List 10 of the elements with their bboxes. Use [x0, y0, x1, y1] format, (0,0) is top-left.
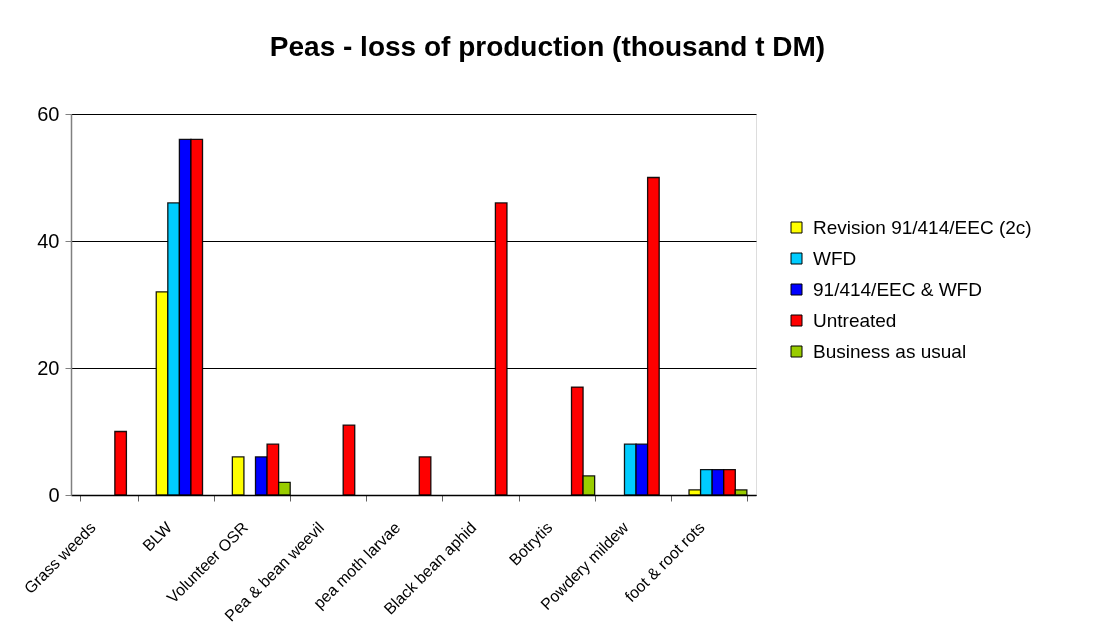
- legend-label: Revision 91/414/EEC (2c): [813, 216, 1032, 238]
- y-tick-label: 0: [48, 483, 60, 506]
- chart-title: Peas - loss of production (thousand t DM): [269, 31, 826, 62]
- y-tick-label: 60: [37, 102, 60, 125]
- legend-label: Business as usual: [813, 340, 967, 362]
- legend-label: WFD: [813, 247, 857, 269]
- y-tick-label: 40: [37, 229, 60, 252]
- legend-label: Untreated: [813, 309, 897, 331]
- y-tick-label: 20: [37, 356, 60, 379]
- legend-label: 91/414/EEC & WFD: [813, 278, 982, 300]
